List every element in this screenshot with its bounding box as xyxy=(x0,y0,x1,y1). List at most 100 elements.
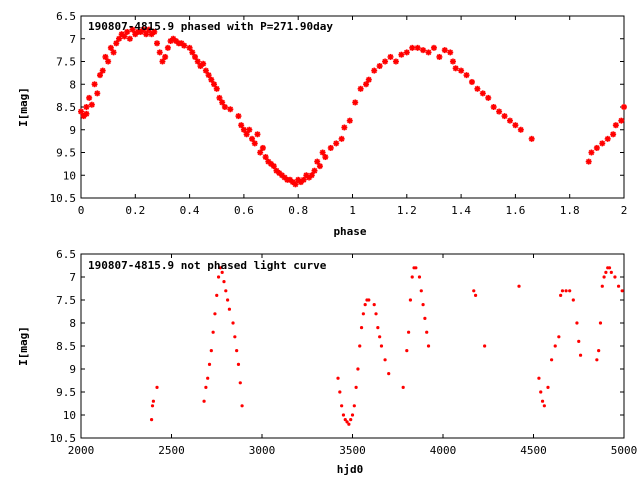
phased-data-point xyxy=(83,104,90,110)
phased-data-point xyxy=(599,140,606,147)
phased-data-point xyxy=(314,158,321,165)
phased-data-point xyxy=(468,78,475,85)
unphased-data-point xyxy=(213,312,217,316)
unphased-data-point xyxy=(483,344,487,348)
unphased-data-point xyxy=(336,376,340,380)
phased-data-point xyxy=(490,104,497,110)
phased-axis-ticks: 0 0.2 0.4 0.6 0.8 1 1.2 1.4 1.6 1.8 2 6.5 7 7.5 8 8.5 9 9… xyxy=(50,10,628,217)
phased-data-point xyxy=(86,94,93,101)
phased-plot-frame xyxy=(80,15,625,199)
phased-data-point xyxy=(186,44,193,51)
phased-y-tick-label: 9 xyxy=(69,124,76,137)
unphased-data-point xyxy=(150,404,155,408)
unphased-data-point xyxy=(378,335,382,339)
phased-data-point xyxy=(485,94,492,101)
unphased-data-point xyxy=(347,422,351,426)
phased-data-point xyxy=(322,154,329,161)
unphased-data-point xyxy=(426,344,431,348)
phased-chart-title: 190807-4815.9 phased with P=271.90day xyxy=(88,20,333,33)
phased-data-point xyxy=(129,26,136,33)
phased-data-point xyxy=(409,44,416,51)
unphased-y-tick-label: 10.5 xyxy=(50,432,77,445)
unphased-data-point xyxy=(202,399,206,403)
phased-x-tick-label: 1.4 xyxy=(451,204,471,217)
phased-y-tick-label: 7.5 xyxy=(56,56,76,69)
phased-x-tick-label: 0.6 xyxy=(234,204,254,217)
unphased-data-point xyxy=(604,270,608,274)
phased-data-point xyxy=(257,149,264,156)
phased-data-point xyxy=(88,101,95,108)
phased-data-point xyxy=(235,113,242,120)
unphased-data-point xyxy=(361,312,365,316)
unphased-data-point xyxy=(564,289,568,293)
phased-data-point xyxy=(219,99,226,106)
phased-data-point xyxy=(528,135,535,142)
phased-data-point xyxy=(116,35,123,42)
phased-data-point xyxy=(610,131,617,138)
phased-data-point xyxy=(94,90,101,97)
unphased-y-tick-label: 7.5 xyxy=(56,294,76,307)
phased-data-point xyxy=(110,49,117,56)
phased-data-point xyxy=(604,135,611,142)
phased-data-point xyxy=(382,58,389,65)
unphased-data-point xyxy=(597,349,601,353)
unphased-data-point xyxy=(238,381,242,385)
unphased-data-point xyxy=(149,418,154,422)
phased-data-point xyxy=(216,94,223,101)
unphased-data-point xyxy=(372,303,376,307)
phased-x-tick-label: 0.2 xyxy=(125,204,145,217)
phased-data-point xyxy=(376,63,383,70)
phased-y-tick-label: 10 xyxy=(63,169,76,182)
unphased-data-point xyxy=(473,293,478,297)
phased-data-point xyxy=(213,85,220,92)
unphased-data-point xyxy=(405,349,409,353)
phased-x-tick-label: 2 xyxy=(621,204,628,217)
phased-data-point xyxy=(463,72,470,79)
unphased-data-point xyxy=(517,284,521,288)
unphased-data-point xyxy=(224,289,228,293)
phased-data-point xyxy=(78,108,84,115)
unphased-data-point xyxy=(204,385,208,389)
phased-x-tick-label: 1.8 xyxy=(560,204,580,217)
unphased-data-point xyxy=(577,339,581,343)
unphased-data-point xyxy=(559,293,563,297)
unphased-data-point xyxy=(155,385,159,389)
unphased-data-point xyxy=(401,385,405,389)
phased-y-tick-label: 7 xyxy=(69,33,76,46)
unphased-data-point xyxy=(602,275,606,279)
phased-data-point xyxy=(270,163,277,170)
unphased-data-point xyxy=(354,385,358,389)
phased-data-point xyxy=(425,49,432,56)
unphased-y-tick-label: 9 xyxy=(69,363,76,376)
phased-data-point xyxy=(159,58,166,65)
phased-data-point xyxy=(585,158,592,165)
phased-y-tick-label: 10.5 xyxy=(50,192,77,205)
unphased-data-point xyxy=(376,326,380,330)
phased-x-tick-label: 1 xyxy=(349,204,356,217)
unphased-data-point xyxy=(340,404,344,408)
unphased-data-point xyxy=(560,289,565,293)
phased-data-point xyxy=(99,67,106,74)
unphased-data-point xyxy=(240,404,244,408)
phased-data-point xyxy=(259,144,266,151)
phased-data-point xyxy=(501,113,508,120)
unphased-data-point xyxy=(546,385,550,389)
unphased-data-point xyxy=(419,289,423,293)
unphased-data-point xyxy=(598,321,603,325)
phased-data-point xyxy=(262,154,269,161)
phased-data-point xyxy=(292,181,299,188)
phased-data-point xyxy=(205,72,212,79)
phased-data-point xyxy=(246,126,253,133)
unphased-data-point xyxy=(408,298,413,302)
phased-data-point xyxy=(221,104,228,110)
unphased-axis-ticks: 2000 2500 3000 3500 4000 4500 5000 6.5 7 7.5 8 8.5 9… xyxy=(50,248,638,457)
unphased-data-point xyxy=(233,335,237,339)
phased-data-point xyxy=(154,40,161,47)
phased-data-point xyxy=(403,49,410,56)
phased-data-point xyxy=(105,58,112,65)
unphased-data-point xyxy=(379,344,384,348)
phased-data-point xyxy=(243,131,250,138)
phased-data-point xyxy=(156,49,163,56)
phased-data-point xyxy=(211,81,218,88)
